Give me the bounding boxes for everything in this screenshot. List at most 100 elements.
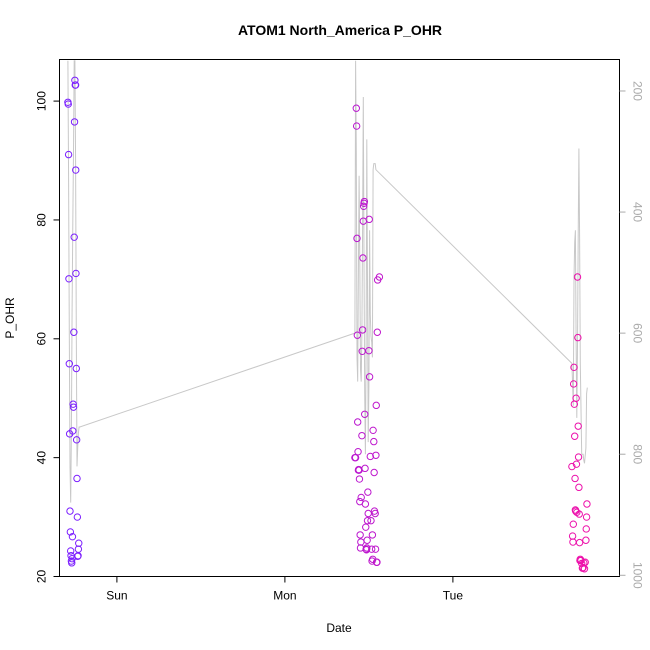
y-tick-label: 80 xyxy=(35,213,49,227)
data-point xyxy=(572,394,580,402)
y2-tick-label: 600 xyxy=(631,323,645,343)
data-point xyxy=(352,122,361,130)
data-point xyxy=(372,401,380,410)
data-point xyxy=(364,488,372,496)
data-point xyxy=(368,545,376,553)
data-point xyxy=(72,269,80,278)
data-point xyxy=(570,363,578,372)
data-point xyxy=(569,380,578,388)
data-point xyxy=(70,118,79,126)
data-point xyxy=(364,509,372,518)
data-point xyxy=(370,468,378,477)
data-point xyxy=(571,432,579,440)
data-point xyxy=(69,403,78,411)
data-point xyxy=(569,520,577,528)
data-point xyxy=(366,452,374,461)
data-point xyxy=(354,448,362,456)
data-point xyxy=(68,559,76,567)
data-point xyxy=(70,233,78,241)
data-point xyxy=(370,437,378,446)
data-point xyxy=(375,273,384,281)
data-point xyxy=(71,76,79,85)
data-point xyxy=(69,400,77,408)
data-point xyxy=(361,500,370,508)
data-point xyxy=(355,475,364,483)
data-point xyxy=(69,427,77,435)
x-tick-label: Tue xyxy=(443,589,464,603)
data-point xyxy=(362,523,370,531)
y-tick-label: 100 xyxy=(35,91,49,111)
data-point xyxy=(353,234,361,243)
data-point xyxy=(582,513,591,521)
secondary-series-line xyxy=(67,60,588,503)
x-tick-label: Sun xyxy=(106,589,127,603)
data-point xyxy=(581,558,589,566)
data-point xyxy=(65,275,73,283)
data-point xyxy=(367,516,375,525)
data-point xyxy=(70,328,78,336)
data-point xyxy=(363,544,371,552)
data-point xyxy=(72,166,80,174)
data-point xyxy=(368,531,377,539)
data-point xyxy=(371,509,379,518)
data-point xyxy=(573,273,582,281)
data-point xyxy=(574,453,583,461)
data-point xyxy=(354,418,362,426)
data-point xyxy=(361,410,369,418)
x-tick-label: Mon xyxy=(273,589,296,603)
data-point xyxy=(353,331,362,339)
data-point xyxy=(583,500,591,508)
plot-frame xyxy=(59,59,620,577)
data-point xyxy=(574,422,582,430)
y-tick-label: 60 xyxy=(35,332,49,346)
data-point xyxy=(64,150,73,159)
y2-tick-label: 200 xyxy=(631,81,645,101)
data-point xyxy=(72,436,81,444)
data-point xyxy=(73,474,81,483)
secondary-series-layer xyxy=(67,60,588,503)
data-point xyxy=(365,373,374,381)
axes-layer: Sun Mon Tue 20 40 60 80 100 200 400 600 800 1000 xyxy=(35,81,645,603)
data-point xyxy=(372,451,380,459)
data-point xyxy=(67,547,75,555)
data-point xyxy=(64,100,72,108)
y2-tick-label: 400 xyxy=(631,202,645,222)
data-point xyxy=(572,460,581,468)
data-point xyxy=(371,545,380,553)
data-point xyxy=(582,536,590,544)
data-point xyxy=(365,346,373,355)
data-point xyxy=(361,464,369,473)
data-point xyxy=(571,474,579,483)
data-point xyxy=(71,81,80,89)
data-point xyxy=(66,528,75,536)
data-point xyxy=(358,326,367,334)
y-axis-label: P_OHR xyxy=(3,297,17,339)
y-tick-label: 20 xyxy=(35,570,49,584)
data-point xyxy=(359,202,368,210)
y2-tick-label: 1000 xyxy=(631,562,645,589)
data-point xyxy=(575,538,584,547)
data-point xyxy=(356,531,364,539)
data-point xyxy=(360,197,369,206)
data-point xyxy=(68,532,77,541)
data-point xyxy=(363,536,371,544)
points-layer xyxy=(64,76,591,573)
data-point xyxy=(574,333,582,342)
data-point xyxy=(66,507,74,515)
data-point xyxy=(369,426,377,435)
data-point xyxy=(365,215,373,224)
y-tick-label: 40 xyxy=(35,451,49,465)
data-point xyxy=(363,516,372,525)
data-point xyxy=(575,483,583,492)
data-point xyxy=(359,254,367,262)
data-point xyxy=(575,510,583,518)
data-point xyxy=(568,462,576,471)
data-point xyxy=(72,364,81,373)
data-point xyxy=(65,360,74,368)
x-axis-label: Date xyxy=(326,621,352,635)
chart-title: ATOM1 North_America P_OHR xyxy=(238,22,442,38)
data-point xyxy=(357,493,365,502)
data-point xyxy=(373,328,381,336)
